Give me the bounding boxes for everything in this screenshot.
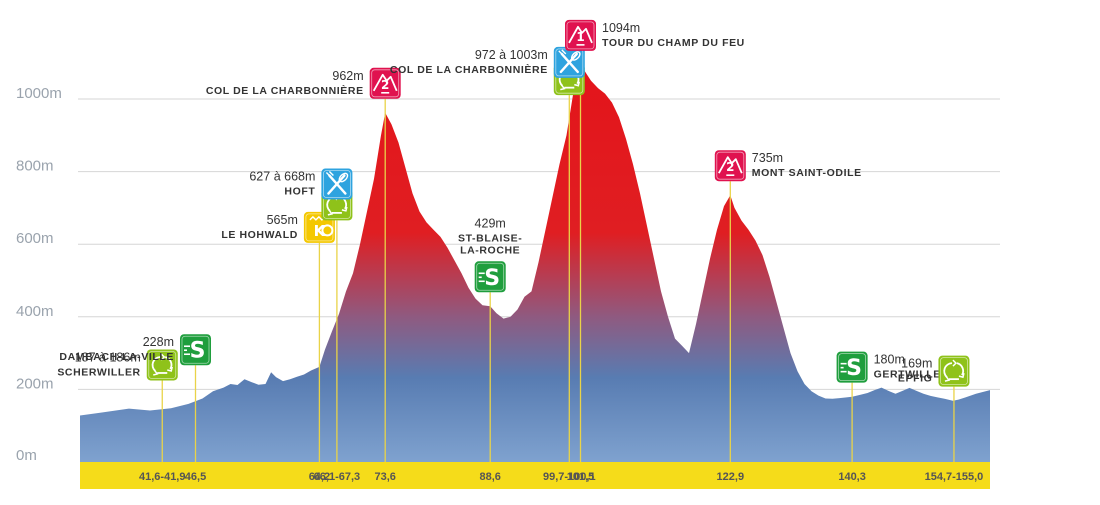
svg-text:K: K <box>314 222 327 240</box>
sprint-icon: S <box>180 334 211 366</box>
gridlines <box>78 98 1000 390</box>
point-label: 429m ST-BLAISE-LA-ROCHE <box>458 216 522 256</box>
km-label: 140,3 <box>838 471 866 483</box>
svg-text:2: 2 <box>381 78 389 92</box>
point-label: 187 à 186m SCHERWILLER <box>57 350 140 378</box>
point-altitude: 972 à 1003m <box>475 48 548 62</box>
km-label: 101,5 <box>567 471 595 483</box>
feed-zone-icon <box>553 46 585 78</box>
point-name: LA-ROCHE <box>460 244 520 256</box>
point-name: ST-BLAISE- <box>458 232 522 244</box>
marker-lines <box>161 50 955 462</box>
point-label: 180m GERTWILLER <box>874 353 949 381</box>
point-altitude: 565m <box>267 213 298 227</box>
point-name: DAMBACH-LA-VILLE <box>59 351 174 363</box>
climb-cat-2-icon: 2 <box>369 67 401 99</box>
svg-text:S: S <box>846 356 862 381</box>
km-label: 64,2 <box>309 471 330 483</box>
y-tick-label: 1000m <box>16 85 62 102</box>
point-altitude: 735m <box>752 151 783 165</box>
km-label: 41,6-41,9 <box>139 471 185 483</box>
y-tick-label: 400m <box>16 303 54 320</box>
km-label: 73,6 <box>374 471 395 483</box>
point-label: 1094m TOUR DU CHAMP DU FEU <box>602 21 745 49</box>
y-tick-label: 200m <box>16 375 54 392</box>
svg-text:2: 2 <box>726 160 734 174</box>
point-label: 169m EPFIG <box>898 357 933 385</box>
point-altitude: 962m <box>332 69 363 83</box>
point-name: MONT SAINT-ODILE <box>752 167 862 179</box>
y-tick-label: 600m <box>16 230 54 247</box>
point-altitude: 1094m <box>602 21 640 35</box>
y-tick-label: 0m <box>16 447 37 464</box>
point-name: COL DE LA CHARBONNIÈRE <box>206 84 364 97</box>
recycle-zone-icon <box>146 349 178 381</box>
point-name: COL DE LA CHARBONNIÈRE <box>390 63 548 76</box>
point-altitude: 429m <box>475 216 506 230</box>
point-altitude: 169m <box>901 357 932 371</box>
km-label: 46,5 <box>185 471 206 483</box>
elevation-profile-area <box>80 64 990 463</box>
km-label: 99,7-100,1 <box>543 471 596 483</box>
feed-zone-icon <box>321 168 353 200</box>
y-axis-ticks: 0m 200m 400m 600m 800m 1000m <box>16 85 62 464</box>
km-label: 66,1-67,3 <box>314 471 360 483</box>
svg-text:1: 1 <box>576 30 584 44</box>
distance-band <box>80 462 990 489</box>
point-altitude: 228m <box>143 335 174 349</box>
point-altitude: 187 à 186m <box>75 350 141 364</box>
climb-cat-1-icon: 1 <box>565 19 596 51</box>
point-label: 228m DAMBACH-LA-VILLE <box>59 335 174 363</box>
climb-cat-2-icon: 2 <box>714 150 746 182</box>
svg-text:S: S <box>190 339 206 364</box>
point-label: 627 à 668m HOFT <box>249 170 315 198</box>
km-label: 88,6 <box>479 471 500 483</box>
recycle-zone-icon <box>938 355 970 387</box>
y-tick-label: 800m <box>16 158 54 175</box>
km-label: 122,9 <box>717 471 745 483</box>
svg-text:S: S <box>484 266 500 291</box>
point-name: LE HOHWALD <box>221 229 298 241</box>
point-altitude: 180m <box>874 353 905 367</box>
km-labels: 41,6-41,9 46,5 64,266,1-67,3 73,6 88,6 99,7-1… <box>139 471 983 483</box>
point-name: EPFIG <box>898 373 933 385</box>
sprint-icon: S <box>474 261 506 293</box>
point-markers: 187 à 186m SCHERWILLER S 228m DAMBACH-LA-VIL… <box>57 19 970 387</box>
point-name: HOFT <box>284 186 315 198</box>
point-label: 735m MONT SAINT-ODILE <box>752 151 862 179</box>
sprint-icon: S <box>836 351 868 383</box>
point-name: TOUR DU CHAMP DU FEU <box>602 37 745 49</box>
km-label: 154,7-155,0 <box>925 471 984 483</box>
point-name: SCHERWILLER <box>57 366 140 378</box>
point-label: 565m LE HOHWALD <box>221 213 298 241</box>
point-altitude: 627 à 668m <box>249 170 315 184</box>
point-name: GERTWILLER <box>874 369 949 381</box>
